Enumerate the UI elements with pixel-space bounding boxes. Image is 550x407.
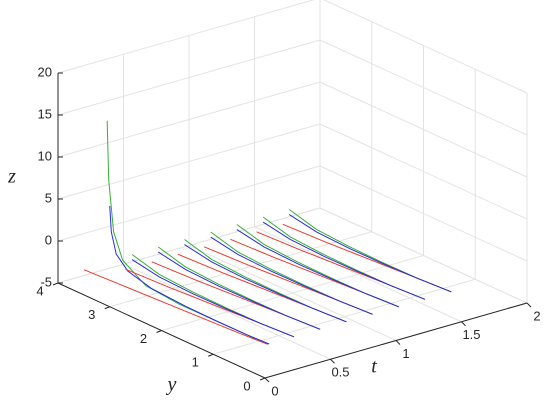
x-tick xyxy=(526,302,532,308)
data-line xyxy=(184,244,347,323)
grid-line xyxy=(319,39,528,136)
y-tick-label: 4 xyxy=(36,283,43,298)
x-tick-label: 2 xyxy=(533,308,540,323)
data-line xyxy=(236,229,399,308)
grid-line xyxy=(57,39,321,116)
grid-line xyxy=(57,81,321,158)
data-line xyxy=(262,221,426,300)
y-tick xyxy=(259,377,266,381)
grid-line xyxy=(319,81,528,178)
data-line xyxy=(131,259,295,338)
z-tick-label: -5 xyxy=(40,274,52,289)
data-line xyxy=(83,269,268,345)
data-line xyxy=(106,120,270,345)
x-tick-label: 0 xyxy=(271,383,278,398)
y-tick-label: 0 xyxy=(243,378,250,393)
grid-line xyxy=(319,207,528,304)
grid-line xyxy=(57,165,321,242)
x-axis-label: t xyxy=(371,356,377,378)
x-tick xyxy=(330,358,335,364)
data-line xyxy=(131,254,295,338)
grid-line xyxy=(57,207,321,284)
data-line xyxy=(289,214,452,293)
z-axis-label: z xyxy=(7,166,16,188)
x-tick xyxy=(264,377,270,383)
y-axis-label: y xyxy=(166,374,177,396)
z-tick-label: 5 xyxy=(45,190,52,205)
grid-line xyxy=(57,0,315,74)
y-tick xyxy=(52,282,59,286)
y-tick-label: 3 xyxy=(88,307,95,322)
y-tick xyxy=(104,306,110,310)
x-tick xyxy=(395,340,401,345)
x-tick-label: 1 xyxy=(402,346,409,361)
grid-line xyxy=(319,123,528,220)
x-tick-label: 0.5 xyxy=(331,365,349,380)
data-line xyxy=(158,251,321,330)
grid-line xyxy=(213,278,476,355)
z-tick-label: 10 xyxy=(38,148,52,163)
grid-line xyxy=(323,0,528,94)
grid-line xyxy=(161,255,424,331)
x-tick-label: 1.5 xyxy=(462,327,480,342)
data-line xyxy=(109,205,270,345)
grid-line xyxy=(319,165,528,262)
data-line xyxy=(210,236,373,315)
y-tick xyxy=(208,353,214,357)
grid-line xyxy=(109,231,372,308)
z-tick-label: 15 xyxy=(38,106,52,121)
z-tick-label: 20 xyxy=(38,64,52,79)
x-tick xyxy=(461,321,466,327)
y-tick-label: 1 xyxy=(192,355,199,370)
z-tick-label: 0 xyxy=(45,232,52,247)
y-tick-label: 2 xyxy=(140,331,147,346)
grid-line xyxy=(57,123,321,200)
y-tick xyxy=(156,330,162,333)
